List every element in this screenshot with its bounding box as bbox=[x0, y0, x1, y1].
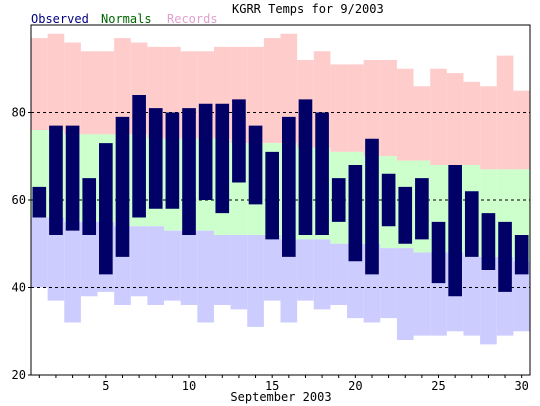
record-high-band bbox=[380, 60, 397, 157]
observed-bar bbox=[115, 116, 130, 257]
record-low-band bbox=[213, 235, 231, 305]
observed-bar bbox=[132, 95, 146, 218]
x-tick-label: 5 bbox=[102, 379, 109, 393]
observed-bar bbox=[215, 103, 230, 214]
record-low-band bbox=[230, 235, 248, 310]
observed-bar bbox=[198, 103, 213, 200]
record-low-band bbox=[197, 230, 214, 323]
record-high-band bbox=[330, 64, 348, 152]
observed-bar bbox=[398, 186, 413, 244]
record-high-band bbox=[247, 46, 264, 144]
observed-bar bbox=[514, 235, 529, 275]
observed-bar bbox=[498, 221, 512, 292]
record-high-band bbox=[396, 68, 414, 161]
observed-bar bbox=[82, 178, 97, 235]
observed-bars bbox=[32, 95, 529, 297]
record-high-band bbox=[114, 38, 131, 135]
record-low-band bbox=[80, 221, 98, 297]
x-tick-label: 30 bbox=[514, 379, 528, 393]
record-high-band bbox=[97, 51, 115, 135]
record-high-band bbox=[31, 38, 48, 130]
legend-observed: Observed bbox=[31, 12, 89, 26]
record-high-band bbox=[347, 64, 364, 152]
record-high-band bbox=[47, 33, 65, 130]
observed-bar bbox=[365, 138, 379, 275]
y-tick-label: 60 bbox=[12, 193, 26, 207]
observed-bar bbox=[265, 151, 279, 240]
record-low-band bbox=[297, 239, 314, 301]
x-tick-label: 10 bbox=[182, 379, 196, 393]
record-low-band bbox=[164, 230, 181, 301]
observed-bar bbox=[232, 99, 246, 183]
record-low-band bbox=[330, 243, 348, 305]
observed-bar bbox=[348, 165, 363, 262]
x-tick-label: 20 bbox=[348, 379, 362, 393]
x-tick-label: 15 bbox=[265, 379, 279, 393]
observed-bar bbox=[99, 143, 113, 275]
record-low-band bbox=[347, 243, 364, 319]
record-low-band bbox=[130, 226, 148, 297]
observed-bar bbox=[381, 173, 396, 227]
record-high-band bbox=[463, 81, 481, 165]
record-high-band bbox=[80, 51, 98, 135]
chart-title: KGRR Temps for 9/2003 bbox=[232, 2, 384, 16]
y-tick-label: 20 bbox=[12, 368, 26, 382]
record-high-band bbox=[430, 68, 447, 165]
observed-bar bbox=[165, 112, 180, 209]
record-low-band bbox=[180, 230, 198, 305]
observed-bar bbox=[331, 178, 346, 222]
observed-bar bbox=[315, 112, 329, 235]
record-high-band bbox=[480, 86, 497, 170]
record-high-band bbox=[413, 86, 431, 161]
x-axis-label: September 2003 bbox=[230, 390, 331, 404]
record-low-band bbox=[31, 217, 48, 288]
axis-ticks: 5 10 15 20 25 30 20 40 60 80 bbox=[12, 106, 529, 394]
record-high-band bbox=[64, 42, 81, 135]
record-low-band bbox=[480, 256, 497, 345]
record-high-band bbox=[280, 33, 298, 144]
record-low-band bbox=[280, 239, 298, 323]
record-low-band bbox=[380, 248, 397, 319]
observed-bar bbox=[448, 165, 462, 297]
record-high-band bbox=[513, 90, 530, 170]
observed-bar bbox=[248, 125, 263, 205]
observed-bar bbox=[431, 221, 446, 284]
observed-bar bbox=[298, 99, 313, 235]
legend-normals: Normals bbox=[101, 12, 152, 26]
legend-records: Records bbox=[167, 12, 218, 26]
observed-bar bbox=[464, 191, 479, 257]
observed-bar bbox=[282, 116, 296, 257]
observed-bar bbox=[32, 186, 47, 218]
grid-layer bbox=[31, 112, 530, 288]
record-low-band bbox=[64, 221, 81, 323]
observed-bar bbox=[481, 213, 496, 270]
record-low-band bbox=[396, 248, 414, 340]
record-high-band bbox=[263, 38, 281, 144]
record-low-band bbox=[263, 235, 281, 301]
record-low-band bbox=[313, 239, 331, 310]
x-tick-label: 25 bbox=[431, 379, 445, 393]
observed-bar bbox=[65, 125, 80, 231]
observed-bar bbox=[49, 125, 63, 235]
record-low-band bbox=[147, 226, 165, 305]
record-low-band bbox=[463, 256, 481, 336]
record-low-band bbox=[47, 217, 65, 301]
record-low-band bbox=[513, 261, 530, 332]
observed-bar bbox=[415, 178, 429, 240]
y-tick-label: 80 bbox=[12, 106, 26, 120]
record-high-band bbox=[363, 60, 381, 157]
record-high-band bbox=[446, 73, 464, 165]
observed-bar bbox=[148, 108, 163, 209]
record-low-band bbox=[247, 235, 264, 327]
y-tick-label: 40 bbox=[12, 281, 26, 295]
record-low-band bbox=[413, 252, 431, 336]
observed-bar bbox=[182, 108, 196, 235]
